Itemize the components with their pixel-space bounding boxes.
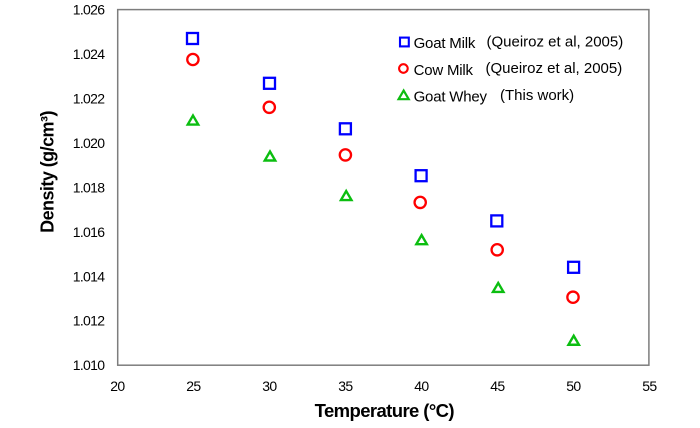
svg-text:1.014: 1.014: [73, 268, 105, 284]
svg-text:50: 50: [566, 378, 581, 394]
svg-text:1.018: 1.018: [73, 179, 105, 195]
svg-text:1.012: 1.012: [73, 313, 105, 329]
svg-text:(This work): (This work): [500, 87, 574, 104]
svg-text:(Queiroz et al, 2005): (Queiroz et al, 2005): [487, 33, 624, 50]
svg-text:55: 55: [642, 378, 657, 394]
svg-text:30: 30: [262, 378, 277, 394]
svg-text:Cow Milk: Cow Milk: [414, 62, 474, 79]
svg-text:35: 35: [338, 378, 353, 394]
svg-text:1.024: 1.024: [73, 46, 105, 62]
svg-text:1.016: 1.016: [73, 224, 105, 240]
svg-text:25: 25: [186, 378, 201, 394]
svg-text:Density (g/cm³): Density (g/cm³): [38, 111, 58, 233]
svg-text:45: 45: [490, 378, 505, 394]
svg-text:(Queiroz et al, 2005): (Queiroz et al, 2005): [486, 60, 623, 77]
svg-text:1.010: 1.010: [73, 357, 105, 373]
svg-text:40: 40: [414, 378, 429, 394]
svg-text:Goat Milk: Goat Milk: [414, 35, 476, 52]
svg-text:1.020: 1.020: [73, 135, 105, 151]
svg-text:Goat Whey: Goat Whey: [414, 89, 488, 106]
svg-text:20: 20: [110, 378, 125, 394]
svg-text:1.026: 1.026: [73, 2, 105, 18]
svg-text:1.022: 1.022: [73, 91, 105, 107]
svg-text:Temperature (°C): Temperature (°C): [315, 400, 455, 421]
